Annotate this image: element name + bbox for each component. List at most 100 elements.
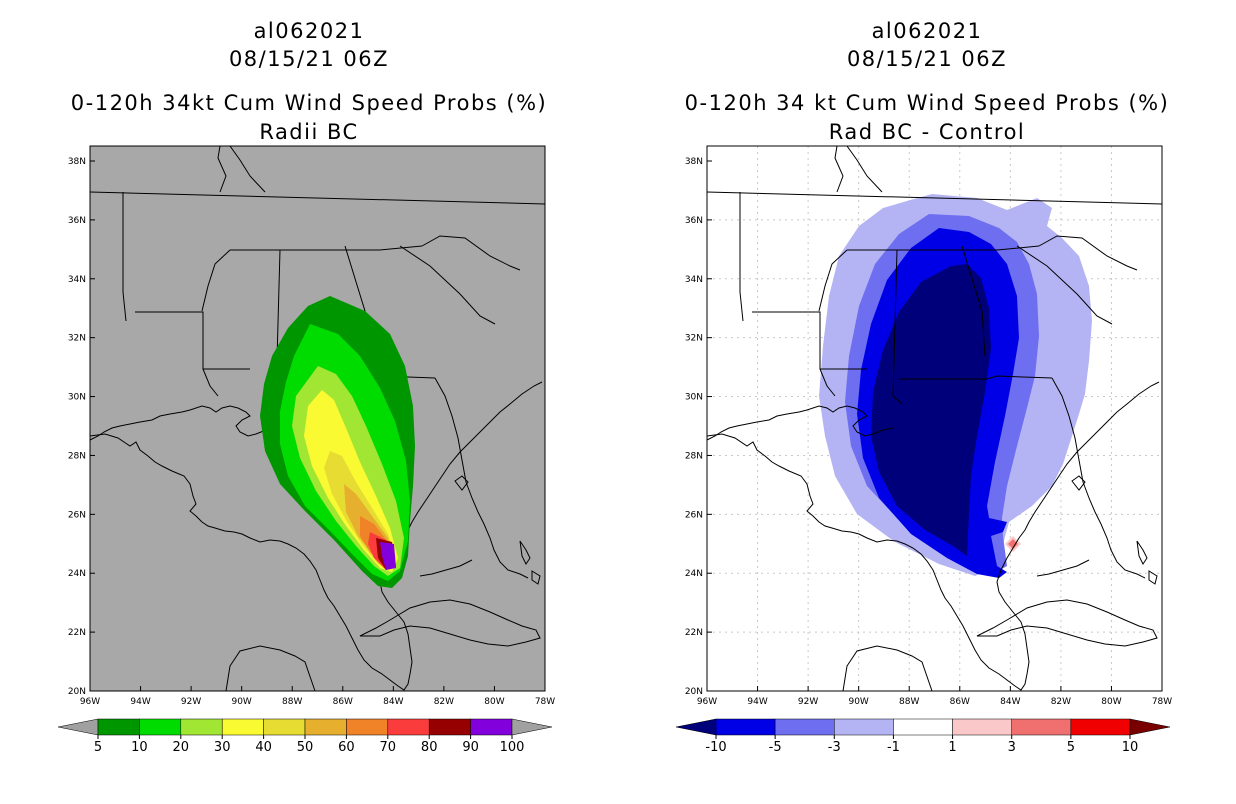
colorbar-swatch [180, 718, 223, 736]
colorbar-swatch [139, 718, 182, 736]
colorbar-over-triangle [1129, 718, 1171, 736]
left-subtitle: Radii BC [259, 120, 358, 144]
lat-tick-label: 20N [68, 687, 86, 697]
contour-90-100 [380, 542, 396, 570]
lat-tick-label: 24N [685, 569, 703, 579]
colorbar-label: -10 [705, 740, 726, 755]
colorbar-label: 90 [462, 740, 479, 755]
colorbar-under-triangle [57, 718, 99, 736]
colorbar-label: 60 [338, 740, 355, 755]
colorbar-label: 80 [421, 740, 438, 755]
colorbar-label: 30 [214, 740, 231, 755]
lon-tick-label: 78W [1152, 697, 1172, 707]
lon-tick-label: 80W [1101, 697, 1121, 707]
right-product-title: 0-120h 34 kt Cum Wind Speed Probs (%) [685, 91, 1170, 115]
colorbar-over-triangle [511, 718, 553, 736]
colorbar-label: 100 [500, 740, 525, 755]
lat-tick-label: 30N [68, 393, 86, 403]
lon-tick-label: 90W [231, 697, 251, 707]
colorbar-label: 20 [173, 740, 190, 755]
colorbar-label: 10 [1122, 740, 1139, 755]
left-datetime: 08/15/21 06Z [229, 47, 389, 71]
lat-tick-label: 36N [685, 216, 703, 226]
colorbar-label: -1 [887, 740, 900, 755]
lon-tick-label: 92W [798, 697, 818, 707]
lon-tick-label: 96W [80, 697, 100, 707]
lon-tick-label: 94W [747, 697, 767, 707]
lon-tick-label: 92W [181, 697, 201, 707]
lat-tick-label: 28N [685, 451, 703, 461]
colorbar-label: 5 [94, 740, 102, 755]
lon-tick-label: 82W [434, 697, 454, 707]
lon-tick-label: 96W [697, 697, 717, 707]
left-map-frame [89, 145, 546, 692]
colorbar-swatch [428, 718, 471, 736]
colorbar-label: 10 [131, 740, 148, 755]
colorbar-label: 5 [1067, 740, 1075, 755]
colorbar-swatch [387, 718, 430, 736]
lon-tick-label: 84W [1000, 697, 1020, 707]
colorbar-swatch [263, 718, 306, 736]
right-difference-contours [819, 194, 1092, 578]
right-colorbar: -10 -5 -3 -1 1 3 5 10 [675, 718, 1171, 755]
lon-tick-label: 86W [333, 697, 353, 707]
lat-tick-label: 32N [68, 334, 86, 344]
colorbar-label: -5 [769, 740, 782, 755]
lat-tick-label: 34N [685, 275, 703, 285]
colorbar-swatch [221, 718, 264, 736]
lat-tick-label: 28N [68, 451, 86, 461]
colorbar-swatch [1070, 718, 1131, 736]
colorbar-swatch [304, 718, 347, 736]
lat-tick-label: 20N [685, 687, 703, 697]
lat-tick-label: 38N [685, 157, 703, 167]
left-product-title: 0-120h 34kt Cum Wind Speed Probs (%) [71, 91, 547, 115]
colorbar-swatch [97, 718, 140, 736]
lat-tick-label: 30N [685, 393, 703, 403]
colorbar-swatch [834, 718, 894, 736]
lon-tick-label: 88W [282, 697, 302, 707]
lon-tick-label: 86W [950, 697, 970, 707]
left-colorbar: 5 10 20 30 40 50 60 70 80 90 100 [57, 718, 553, 755]
colorbar-label: -3 [828, 740, 841, 755]
lon-tick-label: 88W [899, 697, 919, 707]
colorbar-swatch [893, 718, 953, 736]
lat-tick-label: 32N [685, 334, 703, 344]
colorbar-label: 40 [255, 740, 272, 755]
left-storm-id: al062021 [254, 19, 365, 43]
lon-tick-label: 82W [1051, 697, 1071, 707]
right-map-frame [706, 145, 1163, 692]
left-panel: al062021 08/15/21 06Z 0-120h 34kt Cum Wi… [57, 19, 555, 755]
lat-tick-label: 38N [68, 157, 86, 167]
colorbar-swatch [952, 718, 1012, 736]
colorbar-swatch [715, 718, 776, 736]
right-datetime: 08/15/21 06Z [847, 47, 1007, 71]
right-subtitle: Rad BC - Control [829, 120, 1026, 144]
colorbar-label: 1 [948, 740, 956, 755]
colorbar-under-triangle [675, 718, 717, 736]
diff-contour-positive-3 [1008, 539, 1018, 549]
colorbar-swatch [470, 718, 513, 736]
colorbar-swatch [774, 718, 835, 736]
lat-tick-label: 26N [685, 510, 703, 520]
diff-contour-minus10 [871, 264, 991, 556]
left-probability-contours [260, 296, 415, 588]
colorbar-label: 3 [1008, 740, 1016, 755]
lon-tick-label: 78W [535, 697, 555, 707]
lon-tick-label: 80W [484, 697, 504, 707]
lat-tick-label: 34N [68, 275, 86, 285]
colorbar-swatch [346, 718, 389, 736]
lat-tick-label: 24N [68, 569, 86, 579]
lat-tick-label: 26N [68, 510, 86, 520]
colorbar-label: 50 [297, 740, 314, 755]
colorbar-swatch [1011, 718, 1072, 736]
lon-tick-label: 84W [383, 697, 403, 707]
right-panel: al062021 08/15/21 06Z 0-120h 34 kt Cum W… [675, 19, 1172, 755]
lat-tick-label: 22N [68, 628, 86, 638]
colorbar-label: 70 [380, 740, 397, 755]
lon-tick-label: 94W [130, 697, 150, 707]
